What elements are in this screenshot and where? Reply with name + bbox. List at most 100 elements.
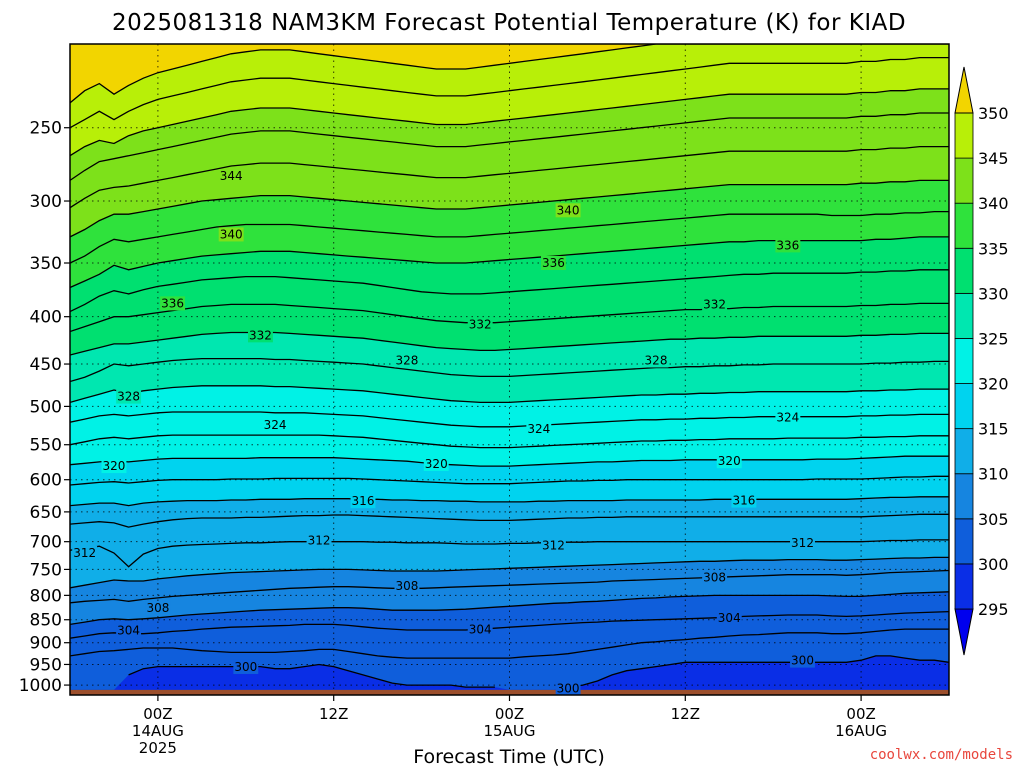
contour-label: 340 [557,203,580,217]
contour-label: 312 [791,536,814,550]
contour-label-bg [540,256,566,271]
y-tick-label: 550 [30,436,62,456]
ground-rect [70,689,949,695]
contour-label: 328 [395,353,418,367]
isentrope-318 [70,475,949,486]
contour-label-bg [467,317,493,332]
colorbar: 295 300 305 310 315 320 325 330 335 340 345 350 [954,66,1009,656]
contour-label: 324 [776,411,799,425]
y-tick-label: 1000 [19,676,62,696]
isentrope-332 [70,302,949,333]
contour-label-bg [116,389,142,404]
y-tick-label: 350 [30,254,62,274]
isentrope-338 [70,210,949,264]
contour-label: 300 [234,660,257,674]
x-tick-label: 15AUG [484,722,536,740]
x-tick-label: 00Z [846,705,875,723]
contour-label-bg [716,610,742,625]
colorbar-tick-label: 330 [978,284,1009,303]
contour-label-bg [555,681,581,696]
isentrope-348 [70,56,949,129]
isentrope-344 [70,112,949,181]
y-tick-label: 750 [30,560,62,580]
y-axis: 250 300 350 400 450 500 550 600 650 700 750 800 850 9… [19,119,70,696]
contour-label-bg [555,203,581,218]
contour-label: 312 [308,534,331,548]
x-tick-label: 2025 [139,739,177,757]
contour-label-bg [145,601,171,616]
colorbar-arrow-bottom [954,608,974,656]
contour-label-bg [233,659,259,674]
isentrope-304 [70,610,949,639]
contour-label: 320 [102,459,125,473]
credit-text: coolwx.com/models [870,747,1013,763]
contour-label-bg [702,297,728,312]
isentrope-324 [70,411,949,428]
contour-label-bg [702,570,728,585]
contour-label-bg [116,623,142,638]
isentrope-328 [70,357,949,383]
x-tick-label: 14AUG [132,722,184,740]
colorbar-segment [954,428,974,475]
isentrope-320 [70,455,949,467]
colorbar-segment [954,473,974,520]
contour-label: 304 [117,623,140,637]
isentrope-300 [128,655,949,688]
contour-label: 308 [146,601,169,615]
y-tick-label: 450 [30,355,62,375]
chart-title: 2025081318 NAM3KM Forecast Potential Tem… [112,10,906,36]
isentrope-302 [70,628,949,659]
contour-label-bg [643,353,669,368]
y-tick-label: 650 [30,503,62,523]
contour-label-bg [716,454,742,469]
isentrope-316 [70,496,949,507]
contour-label-bg [540,538,566,553]
contour-label: 300 [791,654,814,668]
colorbar-segment [954,338,974,384]
contour-label-bg [247,328,273,343]
colorbar-tick-label: 320 [978,375,1009,394]
isentrope-334 [70,269,949,313]
contour-label: 320 [425,457,448,471]
x-tick-label: 00Z [495,705,524,723]
contour-label-bg [394,579,420,594]
y-tick-label: 500 [30,397,62,417]
contour-label: 308 [395,579,418,593]
colorbar-tick-label: 295 [978,600,1009,619]
contour-labels: 344 340 336 332 328 324 320 316 312 308 304 300 340 3… [72,169,815,696]
colorbar-tick-label: 340 [978,194,1009,213]
contour-label: 336 [542,256,565,270]
y-tick-label: 300 [30,192,62,212]
contour-label: 304 [718,611,741,625]
contour-label-bg [467,622,493,637]
isentrope-342 [70,145,949,209]
colorbar-segment [954,247,974,294]
contour-label: 328 [117,390,140,404]
contour-label: 316 [732,494,755,508]
x-axis-label: Forecast Time (UTC) [413,746,604,768]
y-tick-label: 600 [30,471,62,491]
y-tick-label: 700 [30,533,62,553]
contour-label: 312 [542,539,565,553]
isentrope-346 [70,88,949,157]
colorbar-segment [954,112,974,159]
contour-label: 324 [264,418,287,432]
contour-label: 308 [703,570,726,584]
contour-label-bg [218,169,244,184]
ground-layer [70,689,949,695]
contour-label-bg [775,410,801,425]
colorbar-tick-label: 350 [978,104,1009,123]
isentrope-340 [70,179,949,238]
contour-label: 316 [352,494,375,508]
contour-label: 324 [527,422,550,436]
colorbar-tick-label: 345 [978,149,1009,168]
contour-label: 344 [220,169,243,183]
x-tick-label: 00Z [143,705,172,723]
band-above-348 [70,44,949,128]
contour-label-bg [101,459,127,474]
y-tick-label: 850 [30,611,62,631]
colorbar-segment [954,383,974,430]
colorbar-arrow-top [954,66,974,114]
isentrope-306 [70,591,949,626]
